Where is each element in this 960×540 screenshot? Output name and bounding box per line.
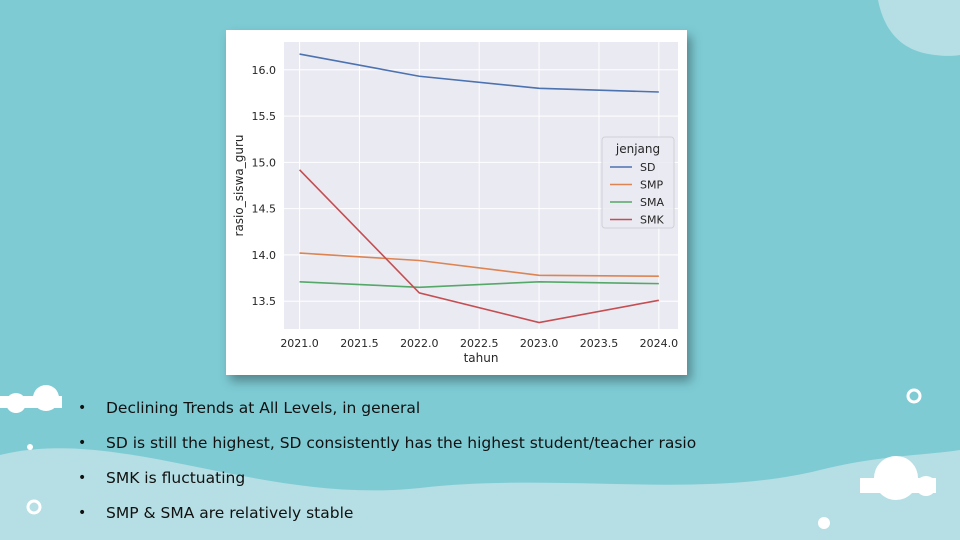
x-tick-label: 2022.5 — [460, 337, 499, 350]
bullet-text: SMK is fluctuating — [106, 469, 246, 487]
series-line-sd — [299, 53, 659, 93]
cloud-left-icon — [0, 385, 62, 413]
y-tick-label: 16.0 — [252, 64, 277, 77]
ring-icon-left — [26, 499, 42, 515]
x-tick-label: 2021.5 — [340, 337, 379, 350]
y-tick-label: 14.0 — [252, 249, 277, 262]
y-tick-label: 15.5 — [252, 110, 277, 123]
bullet-dot-icon: • — [78, 505, 87, 521]
series-line-smp — [299, 252, 659, 278]
bullet-dot-icon: • — [78, 470, 87, 486]
line-chart: 13.5 14.0 14.5 15.0 15.5 16.0 2021.0 2021.5 2022… — [232, 42, 679, 365]
legend-title: jenjang — [615, 142, 660, 156]
legend-box — [601, 136, 675, 229]
dot-icon-left — [27, 444, 33, 450]
y-axis-label: rasio_siswa_guru — [232, 135, 246, 237]
x-tick-label: 2024.0 — [640, 337, 679, 350]
x-tick-label: 2023.0 — [520, 337, 559, 350]
bullet-item: • SMK is fluctuating — [78, 464, 838, 499]
legend-label-smp: SMP — [640, 179, 663, 192]
x-tick-label: 2022.0 — [400, 337, 439, 350]
y-tick-label: 14.5 — [252, 203, 277, 216]
dot-icon-right — [818, 517, 830, 529]
bullet-item: • Declining Trends at All Levels, in gene… — [78, 394, 838, 429]
chart-card: 13.5 14.0 14.5 15.0 15.5 16.0 2021.0 2021.5 2022… — [226, 30, 687, 375]
y-tick-label: 13.5 — [252, 295, 277, 308]
legend-label-sma: SMA — [640, 196, 664, 209]
bottom-wave — [0, 448, 960, 540]
series-line-smk — [298, 169, 659, 324]
bullet-list: • Declining Trends at All Levels, in gene… — [78, 394, 838, 534]
bullet-text: SMP & SMA are relatively stable — [106, 504, 354, 522]
bullet-text: SD is still the highest, SD consistently… — [106, 434, 697, 452]
legend-label-smk: SMK — [640, 214, 664, 227]
cloud-right-icon — [860, 456, 936, 500]
legend-label-sd: SD — [640, 161, 655, 174]
top-right-blob — [878, 0, 960, 56]
bullet-dot-icon: • — [78, 435, 87, 451]
bullet-text: Declining Trends at All Levels, in gener… — [106, 399, 421, 417]
y-tick-label: 15.0 — [252, 156, 277, 169]
x-tick-label: 2021.0 — [280, 337, 319, 350]
x-axis-label: tahun — [464, 351, 499, 365]
bullet-dot-icon: • — [78, 400, 87, 416]
bullet-item: • SD is still the highest, SD consistentl… — [78, 429, 838, 464]
bullet-item: • SMP & SMA are relatively stable — [78, 499, 838, 534]
series-line-sma — [299, 280, 659, 289]
x-tick-label: 2023.5 — [580, 337, 619, 350]
ring-icon-right — [906, 388, 922, 404]
